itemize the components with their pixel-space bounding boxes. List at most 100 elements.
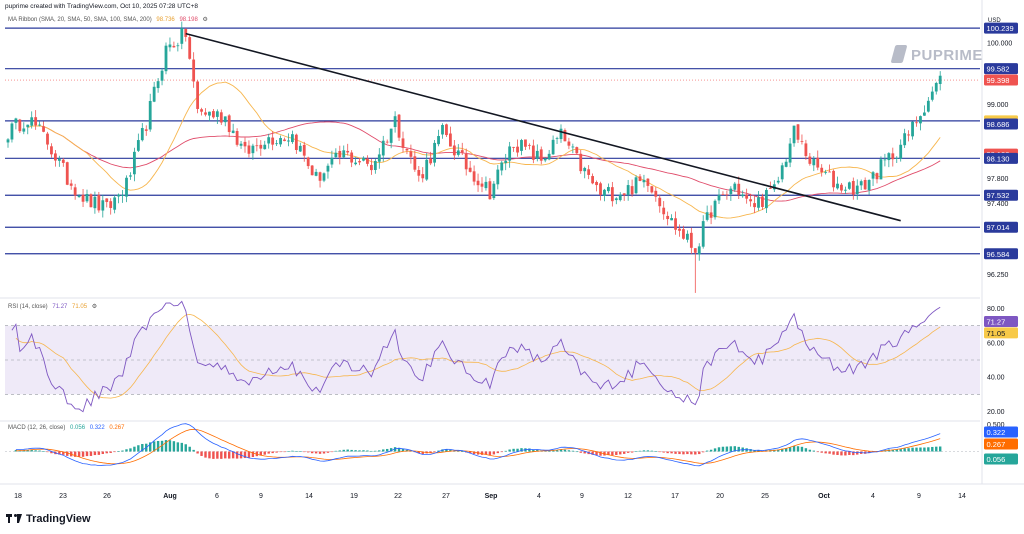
candle-body [38,124,41,126]
candle-body [579,153,583,172]
time-tick-label: 14 [305,493,313,500]
macd-price-label-bg [984,453,1018,465]
macd-histogram-bar [634,451,638,453]
candle-body [385,141,389,143]
macd-histogram-bar [915,447,918,452]
macd-histogram-bar [429,451,432,454]
macd-histogram-bar [457,451,460,452]
candle-body [820,167,824,173]
candle-body [93,196,97,209]
macd-histogram-bar [342,449,345,452]
macd-histogram-bar [58,451,61,455]
macd-histogram-bar [85,451,89,457]
candle-body [168,44,172,48]
macd-histogram-bar [939,446,942,452]
time-tick-label: 9 [580,493,584,500]
candle-body [780,165,784,180]
candle-body [140,128,144,141]
rsi-price-label-bg [984,327,1018,339]
macd-histogram-bar [599,451,602,456]
candle-body [788,143,792,163]
macd-histogram-bar [228,451,231,459]
macd-histogram-bar [184,444,187,452]
ma-ribbon-legend[interactable]: MA Ribbon (SMA, 20, SMA, 50, SMA, 100, S… [8,16,211,23]
macd-histogram-bar [579,451,582,453]
macd-histogram-bar [607,451,610,456]
macd-histogram-bar [563,449,567,452]
macd-histogram-bar [129,448,132,452]
macd-histogram-bar [927,447,930,452]
price-label: 99.582 [984,63,1018,75]
candle-body [298,145,302,152]
macd-price-label-text: 0.322 [987,428,1006,437]
macd-histogram-bar [224,451,227,459]
settings-icon[interactable]: ⚙ [202,17,208,23]
candle-body [524,139,527,147]
candle-body [243,141,247,147]
candle-body [654,190,658,197]
candle-body [377,154,381,162]
candle-body [148,100,152,130]
candle-body [796,124,800,140]
candle-body [768,188,772,189]
candle-body [737,183,741,195]
price-label-bg [984,74,1018,86]
candle-body [630,186,634,195]
candle-body [713,200,717,218]
macd-histogram-bar [646,450,650,452]
macd-histogram-bar [919,447,922,452]
candle-body [930,91,934,100]
price-label-text: 99.582 [987,65,1010,74]
macd-histogram-bar [461,451,464,452]
candle-body [887,153,891,161]
rsi-tick-label: 60.00 [987,340,1005,347]
macd-legend[interactable]: MACD (12, 26, close) 0.056 0.322 0.267 [8,425,127,431]
candle-body [701,221,705,247]
candle-body [551,139,555,155]
price-tick-label: 97.800 [987,176,1009,183]
candle-body [342,150,346,158]
macd-histogram-bar [247,451,251,458]
macd-line [15,423,941,467]
macd-histogram-bar [792,445,796,452]
macd-histogram-bar [291,450,294,452]
candle-body [97,195,101,211]
candle-body [658,197,662,207]
rsi-legend[interactable]: RSI (14, close) 71.27 71.05 ⚙ [8,303,100,310]
candle-body [603,189,606,196]
macd-histogram-bar [812,450,815,452]
settings-icon[interactable]: ⚙ [91,304,98,310]
macd-histogram-bar [445,449,448,452]
candle-body [729,188,733,195]
macd-histogram-bar [330,451,334,453]
candle-body [472,171,476,182]
candle-body [397,114,401,138]
candle-body [741,194,745,197]
macd-histogram-bar [382,449,385,452]
candle-body [101,200,105,211]
macd-histogram-bar [702,451,705,453]
macd-histogram-bar [279,451,282,453]
price-label-text: 96.584 [987,250,1010,259]
macd-histogram-bar [275,451,278,453]
candle-body [208,111,211,116]
candle-body [745,194,749,199]
candle-body [77,195,81,198]
candle-body [46,133,49,145]
macd-histogram-bar [77,451,81,457]
candle-body [251,145,255,154]
macd-histogram-bar [287,451,290,452]
candle-body [749,199,752,202]
candle-body [350,152,354,163]
macd-histogram-bar [401,448,405,452]
candle-body [156,81,160,89]
candle-body [496,169,500,185]
macd-histogram-bar [777,449,780,452]
footer-logo[interactable]: TradingView [6,513,91,525]
candle-body [54,153,57,161]
macd-histogram-bar [303,451,306,453]
time-tick-label: 22 [394,493,402,500]
candle-body [614,198,618,201]
candle-body [318,172,322,181]
